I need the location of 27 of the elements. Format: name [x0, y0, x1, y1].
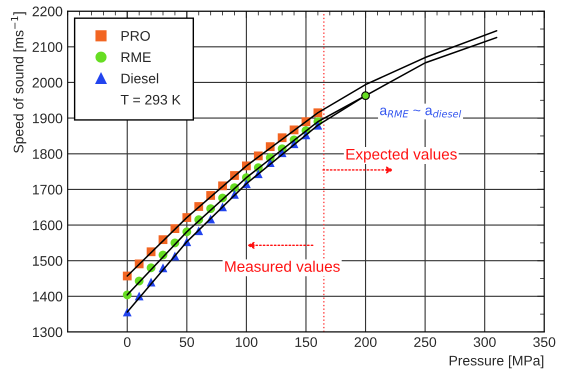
annotation: Expected values	[346, 148, 457, 163]
x-tick-label: 250	[414, 337, 436, 348]
x-tick-label: 150	[295, 337, 318, 348]
legend-label: Diesel	[122, 73, 158, 84]
y-tick-label: 1400	[32, 292, 62, 302]
annotation: a$_{RME}$ ~ a$_{diesel}$	[380, 108, 462, 118]
y-tick-label: 1700	[32, 184, 62, 195]
y-tick-label: 1600	[32, 220, 62, 230]
x-tick-label: 0	[124, 337, 131, 348]
y-axis-title: Speed of sound [ms$^{−1}$]	[10, 12, 26, 153]
x-tick-label: 200	[354, 337, 377, 348]
y-tick-label: 2000	[32, 78, 62, 88]
x-tick-label: 100	[236, 337, 258, 348]
y-tick-label: 1500	[32, 256, 62, 266]
y-tick-label: 1800	[32, 149, 62, 159]
legend-label: PRO	[122, 31, 150, 41]
legend-title: T = 293 K	[120, 94, 181, 105]
x-axis-title: Pressure [MPa]	[450, 355, 544, 368]
x-tick-label: 350	[533, 337, 556, 348]
legend-label: RME	[122, 52, 151, 62]
y-tick-label: 1900	[32, 113, 62, 124]
y-tick-label: 1300	[32, 327, 62, 338]
x-tick-label: 300	[474, 337, 496, 348]
annotation: Measured values	[225, 260, 340, 272]
y-tick-label: 2200	[32, 6, 62, 16]
x-tick-label: 50	[180, 337, 194, 348]
y-tick-label: 2100	[32, 42, 62, 52]
